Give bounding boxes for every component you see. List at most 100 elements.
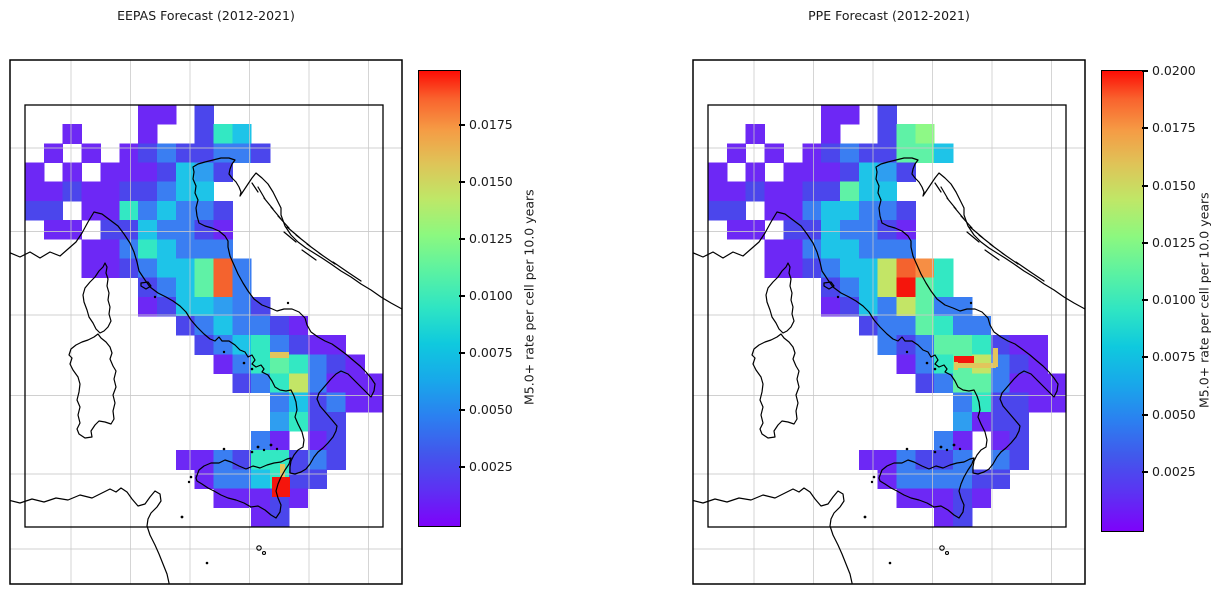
grid-cell — [213, 124, 233, 144]
grid-cell — [307, 411, 328, 432]
ppe-colorbar-label: M5.0+ rate per cell per 10.0 years — [1196, 192, 1212, 408]
grid-cell — [821, 181, 841, 202]
grid-cell — [251, 450, 271, 470]
grid-cell — [877, 316, 897, 336]
grid-cell — [81, 258, 101, 278]
grid-cell — [307, 392, 328, 413]
grid-cell — [119, 162, 139, 183]
grid-cell — [840, 162, 860, 183]
grid-cell — [270, 431, 290, 451]
grid-cell — [43, 200, 64, 221]
grid-cell — [1009, 450, 1029, 470]
grid-cell — [62, 181, 82, 202]
grid-subcell — [958, 363, 996, 368]
grid-cell — [270, 354, 290, 374]
grid-cell — [764, 239, 784, 259]
grid-cell — [62, 220, 82, 240]
grid-cell — [877, 335, 897, 355]
grid-cell — [821, 143, 841, 163]
grid-cell — [1009, 411, 1029, 432]
grid-cell — [840, 239, 860, 259]
grid-cell — [934, 277, 954, 298]
grid-cell — [840, 105, 860, 125]
grid-cell — [307, 431, 328, 451]
grid-cell — [1047, 392, 1067, 413]
grid-cell — [213, 450, 233, 470]
colorbar-tick-mark — [1142, 242, 1148, 244]
grid-subcell — [280, 464, 285, 477]
colorbar-tick-label: 0.0200 — [1152, 63, 1196, 78]
grid-cell — [915, 373, 935, 394]
grid-cell — [821, 124, 841, 144]
grid-cell — [858, 200, 879, 221]
grid-cell — [194, 450, 214, 470]
grid-cell — [915, 488, 935, 509]
grid-cell — [1028, 354, 1048, 374]
grid-cell — [1028, 373, 1048, 394]
grid-cell — [915, 316, 935, 336]
grid-cell — [326, 392, 346, 413]
grid-cell — [821, 162, 841, 183]
colorbar-tick-label: 0.0100 — [1152, 292, 1196, 307]
grid-cell — [840, 200, 860, 221]
grid-cell — [1028, 335, 1048, 355]
grid-cell — [345, 392, 365, 413]
grid-cell — [326, 450, 346, 470]
grid-cell — [896, 296, 916, 317]
grid-cell — [802, 220, 822, 240]
grid-cell — [953, 296, 973, 317]
grid-cell — [138, 200, 158, 221]
grid-cell — [934, 507, 954, 528]
grid-cell — [270, 392, 290, 413]
grid-cell — [288, 411, 309, 432]
grid-cell — [745, 181, 765, 202]
grid-cell — [175, 316, 196, 336]
colorbar-tick-label: 0.0150 — [469, 174, 513, 189]
grid-cell — [288, 392, 309, 413]
grid-cell — [119, 143, 139, 163]
colorbar-tick-mark — [459, 181, 465, 183]
grid-cell — [251, 316, 271, 336]
grid-cell — [877, 258, 897, 278]
grid-cell — [783, 162, 803, 183]
grid-cell — [840, 181, 860, 202]
grid-cell — [194, 316, 214, 336]
grid-cell — [25, 181, 45, 202]
grid-cell — [119, 239, 139, 259]
grid-cell — [232, 296, 252, 317]
grid-cell — [915, 335, 935, 355]
grid-cell — [896, 258, 916, 278]
grid-cell — [270, 411, 290, 432]
colorbar-tick-mark — [1142, 471, 1148, 473]
grid-cell — [726, 181, 747, 202]
grid-cell — [251, 354, 271, 374]
grid-cell — [157, 181, 177, 202]
grid-cell — [764, 200, 784, 221]
grid-cell — [877, 296, 897, 317]
grid-cell — [232, 354, 252, 374]
grid-cell — [1009, 392, 1029, 413]
colorbar-tick-label: 0.0050 — [1152, 407, 1196, 422]
grid-cell — [81, 239, 101, 259]
colorbar-tick-label: 0.0175 — [1152, 120, 1196, 135]
grid-cell — [896, 354, 916, 374]
grid-cell — [971, 392, 992, 413]
grid-cell — [858, 316, 879, 336]
grid-cell — [251, 296, 271, 317]
grid-cell — [307, 354, 328, 374]
grid-cell — [232, 124, 252, 144]
grid-cell — [726, 143, 747, 163]
grid-cell — [119, 200, 139, 221]
grid-cell — [783, 258, 803, 278]
grid-cell — [915, 354, 935, 374]
colorbar-tick-label: 0.0050 — [469, 402, 513, 417]
grid-cell — [213, 143, 233, 163]
grid-cell — [802, 200, 822, 221]
colorbar-tick-mark — [1142, 70, 1148, 72]
grid-cell — [896, 469, 916, 489]
grid-cell — [194, 124, 214, 144]
grid-cell — [81, 200, 101, 221]
grid-cell — [708, 162, 728, 183]
grid-subcell — [270, 352, 289, 358]
grid-cell — [990, 431, 1011, 451]
